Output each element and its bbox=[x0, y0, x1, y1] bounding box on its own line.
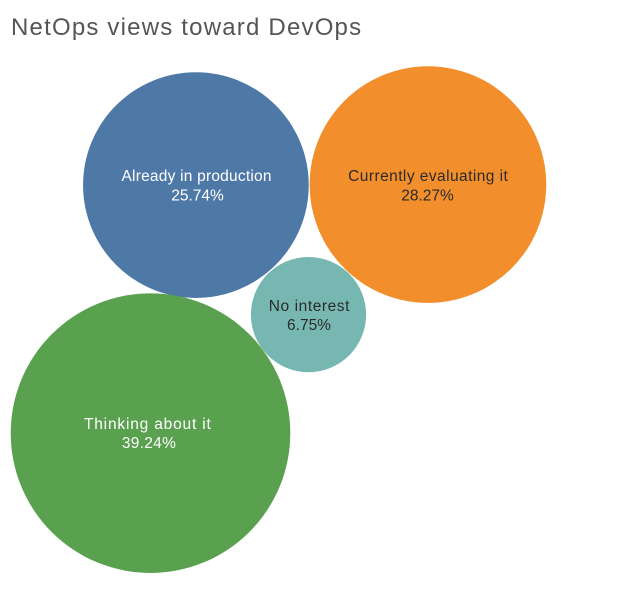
svg-text:No interest: No interest bbox=[269, 298, 350, 315]
svg-text:Currently evaluating it: Currently evaluating it bbox=[348, 168, 508, 185]
svg-text:Thinking about it: Thinking about it bbox=[84, 416, 212, 433]
svg-text:6.75%: 6.75% bbox=[287, 317, 331, 334]
svg-text:NetOps views toward DevOps: NetOps views toward DevOps bbox=[11, 14, 362, 41]
svg-text:Already in production: Already in production bbox=[121, 168, 271, 185]
svg-text:39.24%: 39.24% bbox=[122, 435, 176, 452]
svg-text:25.74%: 25.74% bbox=[171, 187, 224, 204]
svg-text:28.27%: 28.27% bbox=[401, 188, 454, 205]
